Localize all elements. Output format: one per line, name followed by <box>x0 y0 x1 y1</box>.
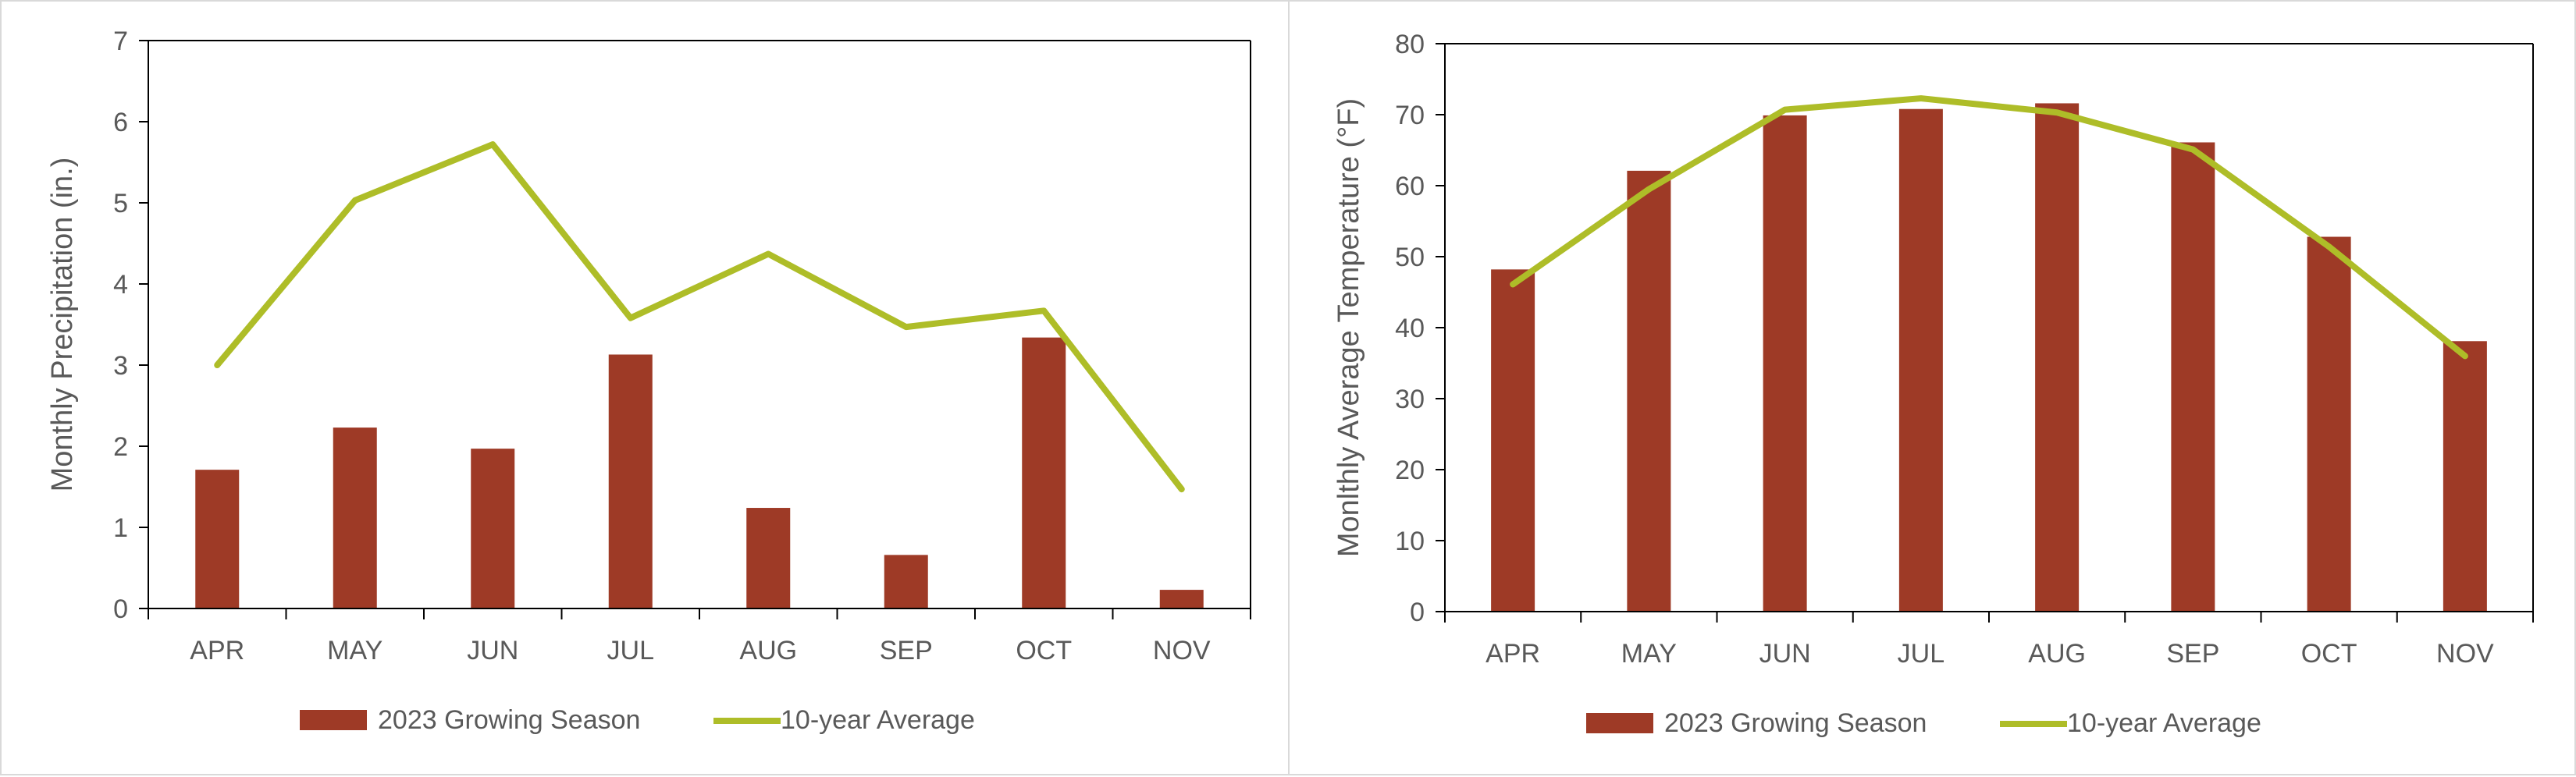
y-tick-label: 0 <box>113 594 128 624</box>
x-tick-label-jun: JUN <box>1759 639 1811 669</box>
y-axis-title: Monthly Precipitation (in.) <box>46 158 79 492</box>
x-tick-label-oct: OCT <box>1016 636 1072 665</box>
bar-aug <box>746 508 791 608</box>
bar-jul <box>1898 108 1943 612</box>
temperature-chart-panel: 0 10 20 30 40 50 60 70 80 APR MAY JUN JUL AUG SEP OCT NO… <box>1288 0 2576 775</box>
legend-label-bar: 2023 Growing Season <box>1664 708 1927 738</box>
legend-label-line: 10-year Average <box>781 705 975 735</box>
y-tick-label: 0 <box>1410 598 1425 627</box>
x-tick-label-jun: JUN <box>467 636 518 665</box>
legend-label-bar: 2023 Growing Season <box>378 705 640 735</box>
x-tick-label-oct: OCT <box>2301 639 2357 669</box>
bar-may <box>1627 170 1671 612</box>
x-tick-label-nov: NOV <box>1153 636 1211 665</box>
y-tick-label: 80 <box>1395 30 1425 59</box>
x-tick-label-may: MAY <box>327 636 382 665</box>
legend-label-line: 10-year Average <box>2067 708 2261 738</box>
y-tick-label: 10 <box>1395 527 1425 556</box>
y-tick-label: 70 <box>1395 101 1425 130</box>
x-tick-label-aug: AUG <box>2028 639 2086 669</box>
x-tick-label-apr: APR <box>190 636 244 665</box>
bar-apr <box>1491 269 1535 612</box>
precipitation-chart-panel: 0 1 2 3 4 5 6 7 APR MAY JUN JUL AUG SEP OCT NOV Monthly … <box>0 0 1290 775</box>
y-tick-label: 5 <box>113 189 128 218</box>
y-tick-label: 50 <box>1395 243 1425 272</box>
bar-oct <box>1022 337 1066 608</box>
y-axis-title: Monlthly Average Temperature (°F) <box>1332 98 1365 557</box>
y-tick-label: 60 <box>1395 172 1425 201</box>
x-tick-label-aug: AUG <box>739 636 797 665</box>
x-tick-label-nov: NOV <box>2436 639 2494 669</box>
precipitation-chart: 0 1 2 3 4 5 6 7 APR MAY JUN JUL AUG SEP OCT NOV Monthly … <box>46 27 1251 735</box>
legend-swatch-bar <box>1586 713 1653 733</box>
bar-jun <box>1763 115 1807 612</box>
bar-sep <box>2171 142 2215 612</box>
y-tick-label: 3 <box>113 351 128 381</box>
x-tick-label-apr: APR <box>1485 639 1540 669</box>
y-tick-label: 1 <box>113 513 128 543</box>
bar-apr <box>195 470 240 608</box>
line-series-10-year-average <box>1510 95 2468 360</box>
bar-jul <box>608 354 653 608</box>
bar-nov <box>2443 341 2487 612</box>
y-tick-label: 40 <box>1395 314 1425 343</box>
y-tick-label: 2 <box>113 432 128 462</box>
x-tick-label-may: MAY <box>1621 639 1677 669</box>
bar-aug <box>2035 103 2080 612</box>
bar-jun <box>471 449 515 608</box>
y-tick-label: 6 <box>113 108 128 137</box>
legend-swatch-bar <box>300 710 367 730</box>
bar-oct <box>2307 236 2351 612</box>
x-tick-label-sep: SEP <box>880 636 933 665</box>
line-series-10-year-average <box>214 141 1185 493</box>
x-tick-label-jul: JUL <box>1898 639 1944 669</box>
y-tick-label: 4 <box>113 270 128 300</box>
bar-may <box>333 428 377 608</box>
bar-nov <box>1159 590 1204 608</box>
temperature-chart: 0 10 20 30 40 50 60 70 80 APR MAY JUN JUL AUG SEP OCT NO… <box>1332 30 2534 738</box>
y-tick-label: 7 <box>113 27 128 56</box>
x-tick-label-jul: JUL <box>607 636 654 665</box>
y-tick-label: 30 <box>1395 385 1425 414</box>
x-tick-label-sep: SEP <box>2166 639 2219 669</box>
bar-sep <box>884 555 928 608</box>
y-tick-label: 20 <box>1395 456 1425 485</box>
